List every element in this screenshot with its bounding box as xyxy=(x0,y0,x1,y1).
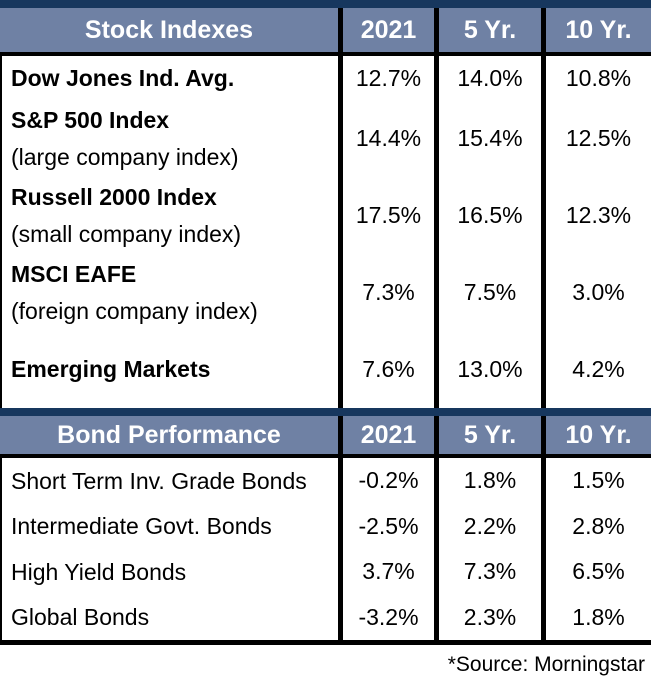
stock-table-body: Dow Jones Ind. Avg. 12.7% 14.0% 10.8% S&… xyxy=(0,56,651,408)
table-row: Intermediate Govt. Bonds -2.5% 2.2% 2.8% xyxy=(2,503,651,550)
row-name: Global Bonds xyxy=(11,604,150,631)
stock-column-header-10yr: 10 Yr. xyxy=(541,8,651,52)
row-label-cell: Intermediate Govt. Bonds xyxy=(2,504,338,550)
value-10yr: 2.8% xyxy=(541,503,651,549)
stock-header-row: Stock Indexes 2021 5 Yr. 10 Yr. xyxy=(0,8,651,56)
row-name: Short Term Inv. Grade Bonds xyxy=(11,467,307,494)
row-name: High Yield Bonds xyxy=(11,558,187,585)
value-5yr: 2.3% xyxy=(434,594,541,640)
bottom-border-bar xyxy=(0,640,651,645)
value-10yr: 6.5% xyxy=(541,549,651,595)
bond-column-header-2021: 2021 xyxy=(338,416,434,454)
row-label-cell: Global Bonds xyxy=(2,595,338,641)
top-accent-bar xyxy=(0,0,651,8)
value-5yr: 1.8% xyxy=(434,458,541,504)
row-label-cell: Short Term Inv. Grade Bonds xyxy=(2,458,338,504)
stock-indexes-table: Stock Indexes 2021 5 Yr. 10 Yr. Dow Jone… xyxy=(0,8,651,408)
table-row: S&P 500 Index (large company index) 14.4… xyxy=(2,100,651,177)
value-2021: 12.7% xyxy=(338,56,434,100)
value-2021: -2.5% xyxy=(338,503,434,549)
table-row: High Yield Bonds 3.7% 7.3% 6.5% xyxy=(2,549,651,595)
value-5yr: 15.4% xyxy=(434,100,541,177)
value-5yr: 13.0% xyxy=(434,331,541,408)
value-2021: -0.2% xyxy=(338,458,434,504)
row-subtitle: (foreign company index) xyxy=(11,297,258,324)
row-label-cell: Dow Jones Ind. Avg. xyxy=(2,56,338,100)
value-5yr: 14.0% xyxy=(434,56,541,100)
row-label-cell: High Yield Bonds xyxy=(2,549,338,595)
value-2021: 17.5% xyxy=(338,177,434,254)
value-5yr: 2.2% xyxy=(434,503,541,549)
value-10yr: 1.8% xyxy=(541,594,651,640)
bond-column-header-5yr: 5 Yr. xyxy=(434,416,541,454)
table-row: Dow Jones Ind. Avg. 12.7% 14.0% 10.8% xyxy=(2,56,651,100)
value-2021: 3.7% xyxy=(338,549,434,595)
middle-accent-bar xyxy=(0,408,651,416)
table-row: MSCI EAFE (foreign company index) 7.3% 7… xyxy=(2,254,651,331)
value-2021: 14.4% xyxy=(338,100,434,177)
row-name: Russell 2000 Index xyxy=(11,184,217,211)
value-10yr: 3.0% xyxy=(541,254,651,331)
value-5yr: 7.3% xyxy=(434,549,541,595)
bond-header-row: Bond Performance 2021 5 Yr. 10 Yr. xyxy=(0,416,651,458)
bond-performance-table: Bond Performance 2021 5 Yr. 10 Yr. Short… xyxy=(0,416,651,640)
source-note: *Source: Morningstar xyxy=(447,653,645,676)
table-row: Global Bonds -3.2% 2.3% 1.8% xyxy=(2,594,651,641)
table-row: Emerging Markets 7.6% 13.0% 4.2% xyxy=(2,331,651,408)
row-label-cell: S&P 500 Index (large company index) xyxy=(2,100,338,177)
row-name: S&P 500 Index xyxy=(11,107,170,134)
stock-column-header-2021: 2021 xyxy=(338,8,434,52)
table-row: Short Term Inv. Grade Bonds -0.2% 1.8% 1… xyxy=(2,458,651,504)
row-name: Emerging Markets xyxy=(11,356,211,383)
value-10yr: 10.8% xyxy=(541,56,651,100)
bond-table-body: Short Term Inv. Grade Bonds -0.2% 1.8% 1… xyxy=(0,458,651,640)
value-2021: 7.3% xyxy=(338,254,434,331)
stock-table-title: Stock Indexes xyxy=(84,15,254,44)
value-5yr: 16.5% xyxy=(434,177,541,254)
value-2021: -3.2% xyxy=(338,594,434,640)
row-label-cell: Emerging Markets xyxy=(2,331,338,408)
bond-table-title: Bond Performance xyxy=(57,420,281,449)
value-10yr: 1.5% xyxy=(541,458,651,504)
value-5yr: 7.5% xyxy=(434,254,541,331)
value-2021: 7.6% xyxy=(338,331,434,408)
value-10yr: 12.5% xyxy=(541,100,651,177)
bond-column-header-10yr: 10 Yr. xyxy=(541,416,651,454)
table-row: Russell 2000 Index (small company index)… xyxy=(2,177,651,254)
row-subtitle: (large company index) xyxy=(11,143,239,170)
row-subtitle: (small company index) xyxy=(11,220,242,247)
value-10yr: 4.2% xyxy=(541,331,651,408)
row-name: Dow Jones Ind. Avg. xyxy=(11,64,235,91)
row-name: Intermediate Govt. Bonds xyxy=(11,513,272,540)
row-name: MSCI EAFE xyxy=(11,261,137,288)
value-10yr: 12.3% xyxy=(541,177,651,254)
stock-column-header-5yr: 5 Yr. xyxy=(434,8,541,52)
row-label-cell: Russell 2000 Index (small company index) xyxy=(2,177,338,254)
row-label-cell: MSCI EAFE (foreign company index) xyxy=(2,254,338,331)
